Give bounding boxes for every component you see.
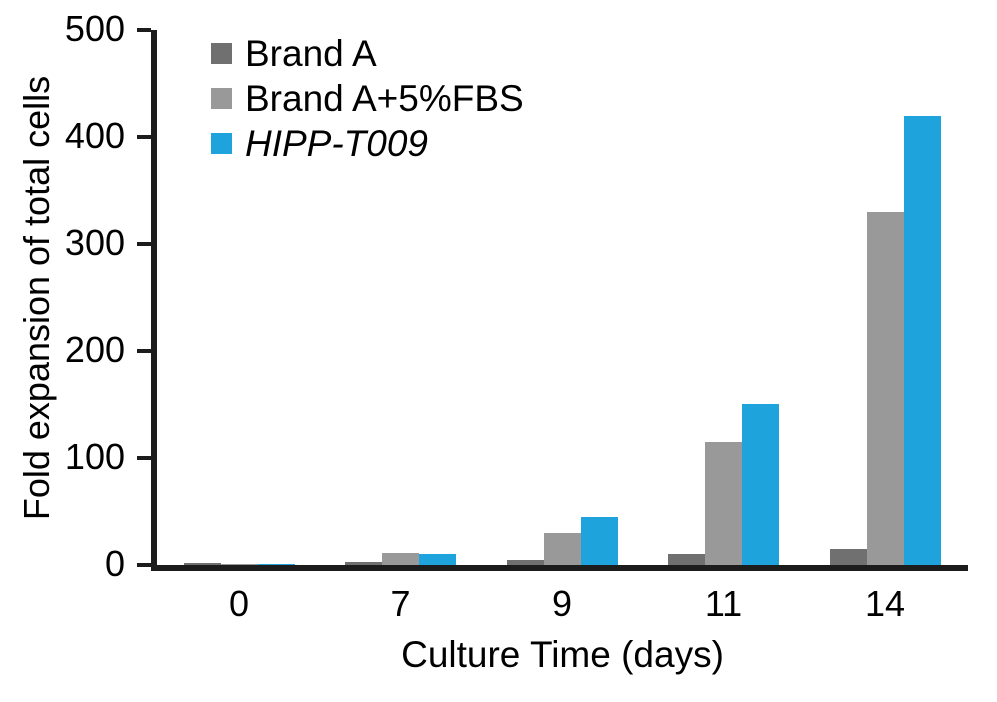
x-category-label: 7 <box>390 583 411 624</box>
legend-item: Brand A+5%FBS <box>211 76 524 121</box>
legend-label: Brand A+5%FBS <box>245 78 524 119</box>
y-tick-label: 400 <box>64 115 125 156</box>
legend-swatch-icon <box>211 133 232 154</box>
legend-swatch-icon <box>211 88 232 109</box>
y-axis-tick <box>137 563 151 567</box>
y-axis-tick <box>137 135 151 139</box>
x-category-label: 0 <box>228 583 250 624</box>
x-category-label: 9 <box>551 583 573 624</box>
bar-brand-a <box>345 562 382 565</box>
x-category-label: 11 <box>704 583 743 624</box>
bar-group <box>506 517 618 565</box>
x-category-label: 14 <box>864 583 906 624</box>
bar-hipp-t009 <box>419 554 456 565</box>
bar-group <box>183 563 295 565</box>
bar-brand-a <box>829 549 867 565</box>
plot-area: 0 100 200 300 400 500 0 7 9 11 14 <box>65 11 968 622</box>
bar-brand-a-5-fbs <box>866 212 904 565</box>
bar-hipp-t009 <box>257 564 295 565</box>
y-tick-label: 500 <box>64 8 125 49</box>
y-tick-label: 0 <box>104 543 125 584</box>
y-tick-label: 200 <box>64 329 125 370</box>
y-tick-label: 100 <box>64 436 125 477</box>
bar-brand-a-5-fbs <box>705 442 742 565</box>
bar-brand-a-5-fbs <box>220 564 258 565</box>
bar-brand-a <box>506 560 544 565</box>
legend: Brand A Brand A+5%FBS HIPP-T009 <box>211 31 524 166</box>
bar-brand-a-5-fbs <box>382 553 419 565</box>
y-axis-tick <box>137 242 151 246</box>
legend-item: Brand A <box>211 31 524 76</box>
y-axis-tick <box>137 456 151 460</box>
legend-label: HIPP-T009 <box>245 123 429 164</box>
bar-brand-a-5-fbs <box>543 533 581 565</box>
bar-brand-a <box>668 554 705 565</box>
bar-hipp-t009 <box>903 116 941 565</box>
bar-group <box>668 404 779 565</box>
bar-hipp-t009 <box>580 517 618 565</box>
bar-hipp-t009 <box>742 404 779 565</box>
legend-label: Brand A <box>245 33 377 74</box>
legend-swatch-icon <box>211 43 232 64</box>
bar-group <box>345 553 456 565</box>
bar-group <box>829 116 941 565</box>
legend-item: HIPP-T009 <box>211 121 524 166</box>
x-axis-title: Culture Time (days) <box>401 634 724 675</box>
y-tick-label: 300 <box>64 222 125 263</box>
y-axis-tick <box>137 349 151 353</box>
bar-brand-a <box>183 563 221 565</box>
y-axis-tick <box>137 28 151 32</box>
